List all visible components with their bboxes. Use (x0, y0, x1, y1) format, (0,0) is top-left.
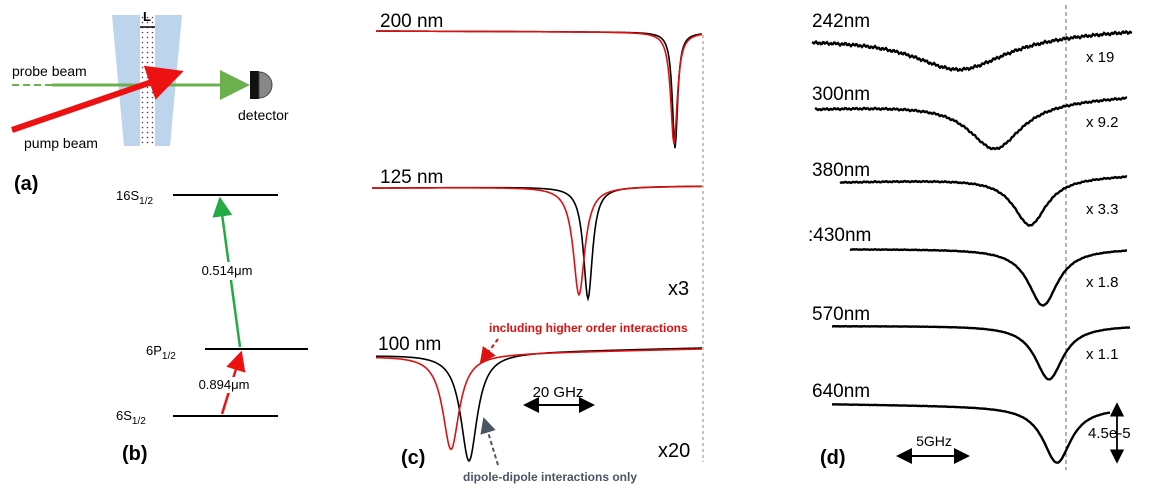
trace-242nm (811, 29, 1133, 73)
upper-transition-label: 0.514μm (202, 263, 253, 278)
trace-242nm-multiplier: x 19 (1086, 49, 1114, 66)
panel-c: 200 nm 125 nm x3 100 nm x20 20 GHz inclu… (372, 11, 704, 484)
panel-c-scale-label: 20 GHz (533, 384, 584, 401)
panel-d-traces (811, 29, 1133, 464)
trace-200nm-dipole (375, 30, 703, 149)
pump-beam (11, 65, 184, 133)
trace-100nm-title: 100 nm (378, 334, 441, 355)
trace-570nm-multiplier: x 1.1 (1086, 346, 1119, 363)
trace-430nm (849, 248, 1128, 307)
annotation-gray-arrow (480, 417, 499, 466)
trace-200nm-full (376, 30, 703, 145)
panel-d-amplitude-label: 4.5e-5 (1088, 425, 1131, 442)
panel-d: 242nm x 19 300nm x 9.2 380nm x 3.3 :430n… (808, 5, 1133, 470)
trace-125nm-title: 125 nm (380, 167, 443, 188)
panel-d-scale-label: 5GHz (916, 433, 952, 449)
panel-c-traces (372, 30, 703, 463)
detector-icon (258, 71, 273, 99)
level-6p-label: 6P1/2 (146, 343, 176, 362)
panel-b-label: (b) (122, 443, 148, 465)
trace-570nm (831, 324, 1131, 381)
level-16s-label: 16S1/2 (116, 188, 153, 207)
cell-window-left (112, 15, 140, 146)
detector-label: detector (238, 107, 289, 123)
annotation-red: including higher order interactions (489, 321, 688, 335)
trace-640nm-label: 640nm (812, 381, 870, 402)
trace-380nm-multiplier: x 3.3 (1086, 201, 1119, 218)
setup-schematic: L probe beam pump beam detector (a) (11, 9, 289, 195)
panel-d-label: (d) (820, 447, 846, 469)
lower-transition-label: 0.894μm (199, 377, 250, 392)
trace-380nm-label: 380nm (812, 160, 870, 181)
length-label: L (143, 9, 151, 24)
trace-640nm (831, 403, 1111, 464)
trace-300nm (814, 96, 1128, 151)
probe-label: probe beam (12, 63, 87, 79)
trace-300nm-multiplier: x 9.2 (1086, 114, 1119, 131)
panel-c-label: (c) (401, 447, 425, 469)
trace-570nm-label: 570nm (812, 304, 870, 325)
trace-100nm-multiplier: x20 (658, 440, 690, 462)
trace-380nm (839, 175, 1128, 227)
level-6s-label: 6S1/2 (116, 408, 146, 427)
pump-label: pump beam (24, 135, 98, 151)
trace-125nm-multiplier: x3 (668, 278, 689, 300)
trace-125nm-full (372, 185, 703, 297)
trace-200nm-title: 200 nm (380, 11, 443, 32)
annotation-gray: dipole-dipole interactions only (463, 470, 637, 484)
trace-430nm-multiplier: x 1.8 (1086, 274, 1119, 291)
trace-100nm-full (375, 348, 703, 451)
trace-430nm-label: :430nm (808, 225, 871, 246)
trace-242nm-label: 242nm (812, 11, 870, 32)
level-diagram: 0.514μm 0.894μm 16S1/2 6P1/2 6S1/2 (b) (116, 188, 308, 465)
panel-a-label: (a) (14, 173, 38, 195)
annotation-red-arrow (479, 338, 499, 364)
trace-300nm-label: 300nm (812, 84, 870, 105)
trace-125nm-dipole (372, 185, 703, 302)
detector-body (250, 71, 259, 99)
